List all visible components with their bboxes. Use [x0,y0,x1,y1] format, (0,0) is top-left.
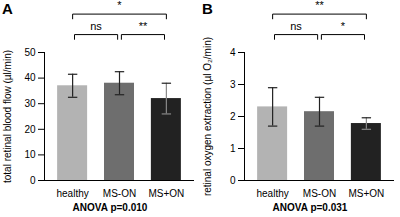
svg-text:retinal oxygen extraction (µl: retinal oxygen extraction (µl O₂/min) [202,37,213,196]
html-text:A: A [2,0,13,17]
html-text:ANOVA p=0.031: ANOVA p=0.031 [272,202,348,213]
svg-text:*: * [341,20,346,32]
svg-text:MS+ON: MS+ON [348,188,384,199]
svg-text:healthy: healthy [257,188,289,199]
html-text:ANOVA p=0.010: ANOVA p=0.010 [72,202,148,213]
svg-text:ns: ns [90,20,102,32]
svg-text:healthy: healthy [57,188,89,199]
svg-text:**: ** [139,20,148,32]
svg-text:50: 50 [24,47,36,58]
svg-text:**: ** [315,0,324,11]
svg-text:0: 0 [230,175,236,186]
svg-text:MS-ON: MS-ON [303,188,336,199]
svg-text:*: * [117,0,122,11]
svg-text:3: 3 [230,79,236,90]
svg-text:40: 40 [24,72,36,83]
html-text:B: B [202,0,213,17]
svg-text:4: 4 [230,47,236,58]
svg-text:30: 30 [24,98,36,109]
svg-text:1: 1 [230,143,236,154]
svg-text:10: 10 [24,149,36,160]
svg-text:MS-ON: MS-ON [103,188,136,199]
svg-text:MS+ON: MS+ON [148,188,184,199]
svg-text:2: 2 [230,111,236,122]
svg-text:ns: ns [290,20,302,32]
svg-text:total retinal blood flow (µl/m: total retinal blood flow (µl/min) [2,50,13,183]
svg-text:0: 0 [30,175,36,186]
svg-text:20: 20 [24,124,36,135]
